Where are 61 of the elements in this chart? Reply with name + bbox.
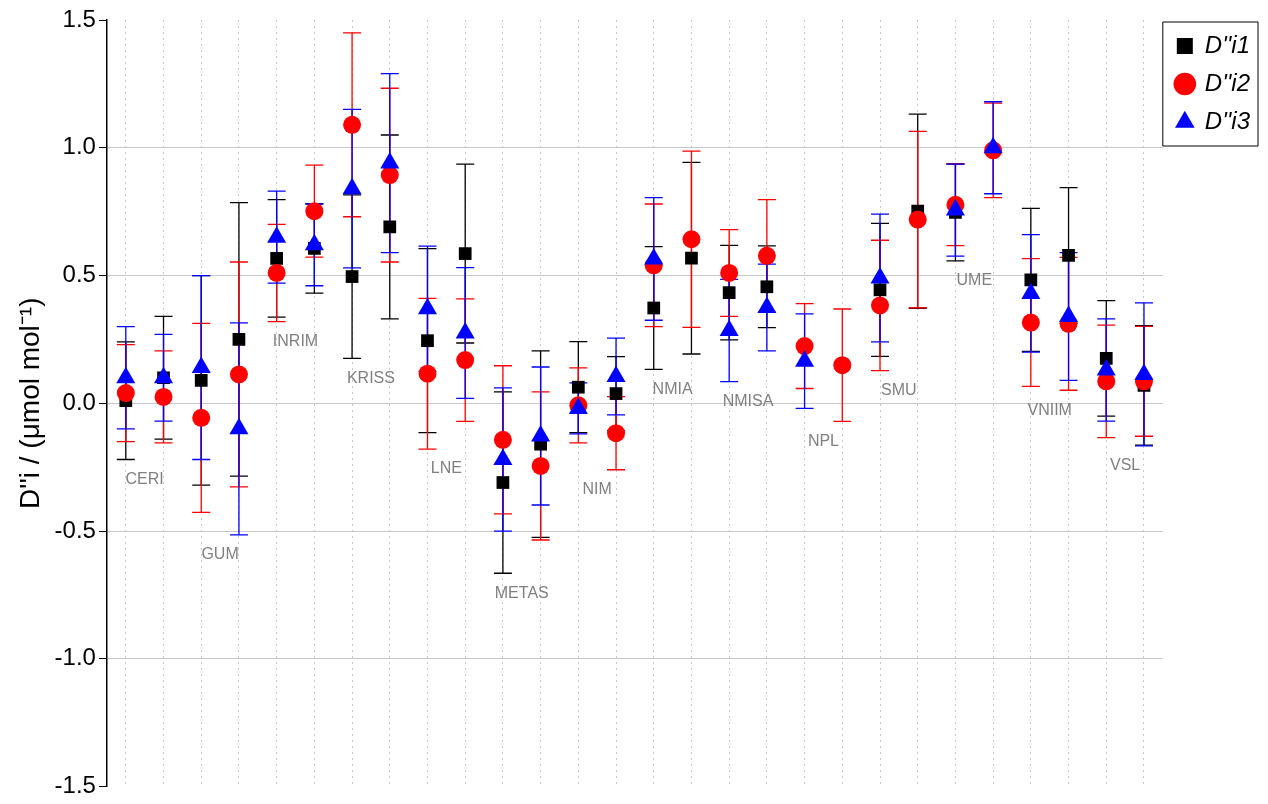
annotation: NMISA xyxy=(722,391,774,409)
annotation: NPL xyxy=(807,431,840,449)
annotation: VNIIM xyxy=(1027,400,1072,418)
point xyxy=(757,246,776,265)
point xyxy=(493,430,512,449)
point xyxy=(795,337,814,356)
point xyxy=(607,424,626,443)
annotation: UME xyxy=(956,271,993,289)
legend-label: D''i1 xyxy=(1204,30,1251,58)
point xyxy=(908,210,927,229)
point xyxy=(571,380,585,394)
point xyxy=(343,115,362,134)
point xyxy=(154,387,173,406)
point xyxy=(116,384,135,403)
y-tick-label: 1.0 xyxy=(62,132,96,160)
point xyxy=(496,476,510,489)
point xyxy=(232,333,246,346)
point xyxy=(685,251,698,265)
point xyxy=(720,263,739,282)
annotation: NIM xyxy=(582,480,612,498)
point xyxy=(418,364,437,383)
annotation: VSL xyxy=(1109,456,1141,474)
point xyxy=(421,334,434,348)
annotation: METAS xyxy=(494,583,549,601)
point xyxy=(609,387,623,400)
legend-label: D''i2 xyxy=(1204,68,1251,96)
y-tick-label: 1.5 xyxy=(62,4,96,32)
annotation: LNE xyxy=(430,459,462,477)
point xyxy=(458,247,472,260)
point xyxy=(871,296,889,315)
point xyxy=(383,220,397,234)
legend-label: D''i3 xyxy=(1204,106,1251,134)
point xyxy=(647,301,661,315)
y-tick-label: 0.5 xyxy=(62,260,96,288)
point xyxy=(722,286,736,300)
point xyxy=(531,456,550,475)
point xyxy=(1021,313,1040,332)
point xyxy=(833,356,852,375)
annotation: CERI xyxy=(125,469,164,487)
point xyxy=(682,230,701,249)
point xyxy=(270,252,284,265)
point xyxy=(192,408,211,427)
point xyxy=(345,270,359,283)
annotation: SMU xyxy=(881,381,917,398)
annotation: KRISS xyxy=(346,368,395,386)
y-axis-title: D''i / (μmol mol⁻¹) xyxy=(13,297,45,510)
point xyxy=(1062,248,1075,262)
y-tick-label: -1.0 xyxy=(54,643,96,671)
point xyxy=(1024,273,1038,287)
annotation: INRIM xyxy=(272,331,319,349)
point xyxy=(229,365,248,384)
point xyxy=(760,280,774,294)
point xyxy=(456,351,475,370)
point xyxy=(194,373,208,387)
annotation: GUM xyxy=(201,545,239,563)
y-tick-label: 0.0 xyxy=(62,387,96,415)
point xyxy=(267,263,286,282)
point xyxy=(305,202,324,221)
y-tick-label: -0.5 xyxy=(54,515,96,543)
annotation: NMIA xyxy=(652,379,693,397)
y-tick-label: -1.5 xyxy=(54,771,96,799)
